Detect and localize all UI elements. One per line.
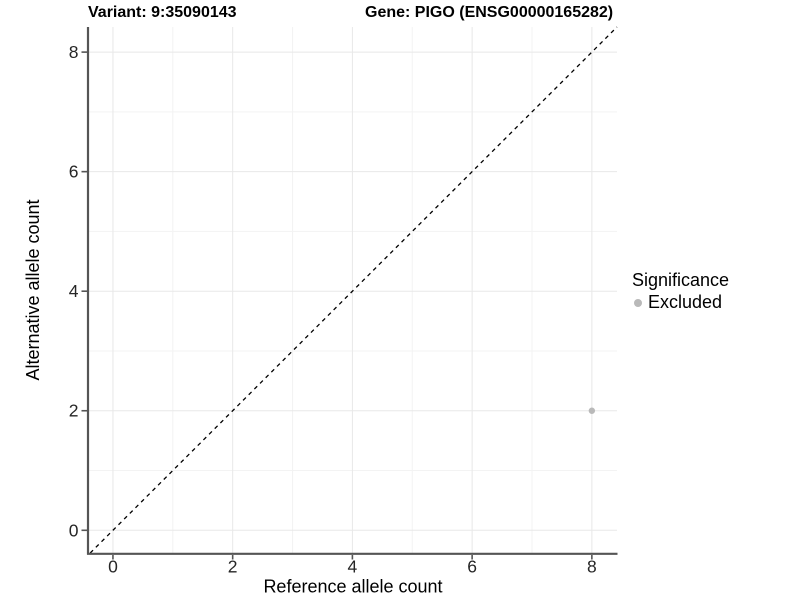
y-axis-title: Alternative allele count	[23, 199, 43, 380]
identity-line	[89, 26, 618, 554]
x-tick-label: 2	[228, 557, 238, 577]
legend-item-label: Excluded	[648, 292, 723, 312]
legend: Significance Excluded	[632, 271, 729, 312]
x-tick-label: 8	[587, 557, 597, 577]
x-axis-title: Reference allele count	[263, 577, 442, 597]
y-tick-label: 4	[69, 281, 79, 301]
legend-point-swatch	[634, 298, 642, 307]
plot-title-gene: Gene: PIGO (ENSG00000165282)	[365, 4, 614, 21]
legend-item-excluded: Excluded	[632, 293, 729, 312]
plot-title-variant: Variant: 9:35090143	[88, 4, 237, 21]
y-tick-label: 8	[69, 42, 79, 62]
x-tick-label: 0	[108, 557, 118, 577]
x-tick-label: 4	[348, 557, 358, 577]
y-tick-label: 0	[69, 520, 79, 540]
legend-title: Significance	[632, 270, 730, 290]
data-point	[588, 407, 596, 414]
y-tick-label: 2	[69, 401, 79, 421]
x-tick-label: 6	[467, 557, 477, 577]
y-tick-label: 6	[69, 162, 79, 182]
